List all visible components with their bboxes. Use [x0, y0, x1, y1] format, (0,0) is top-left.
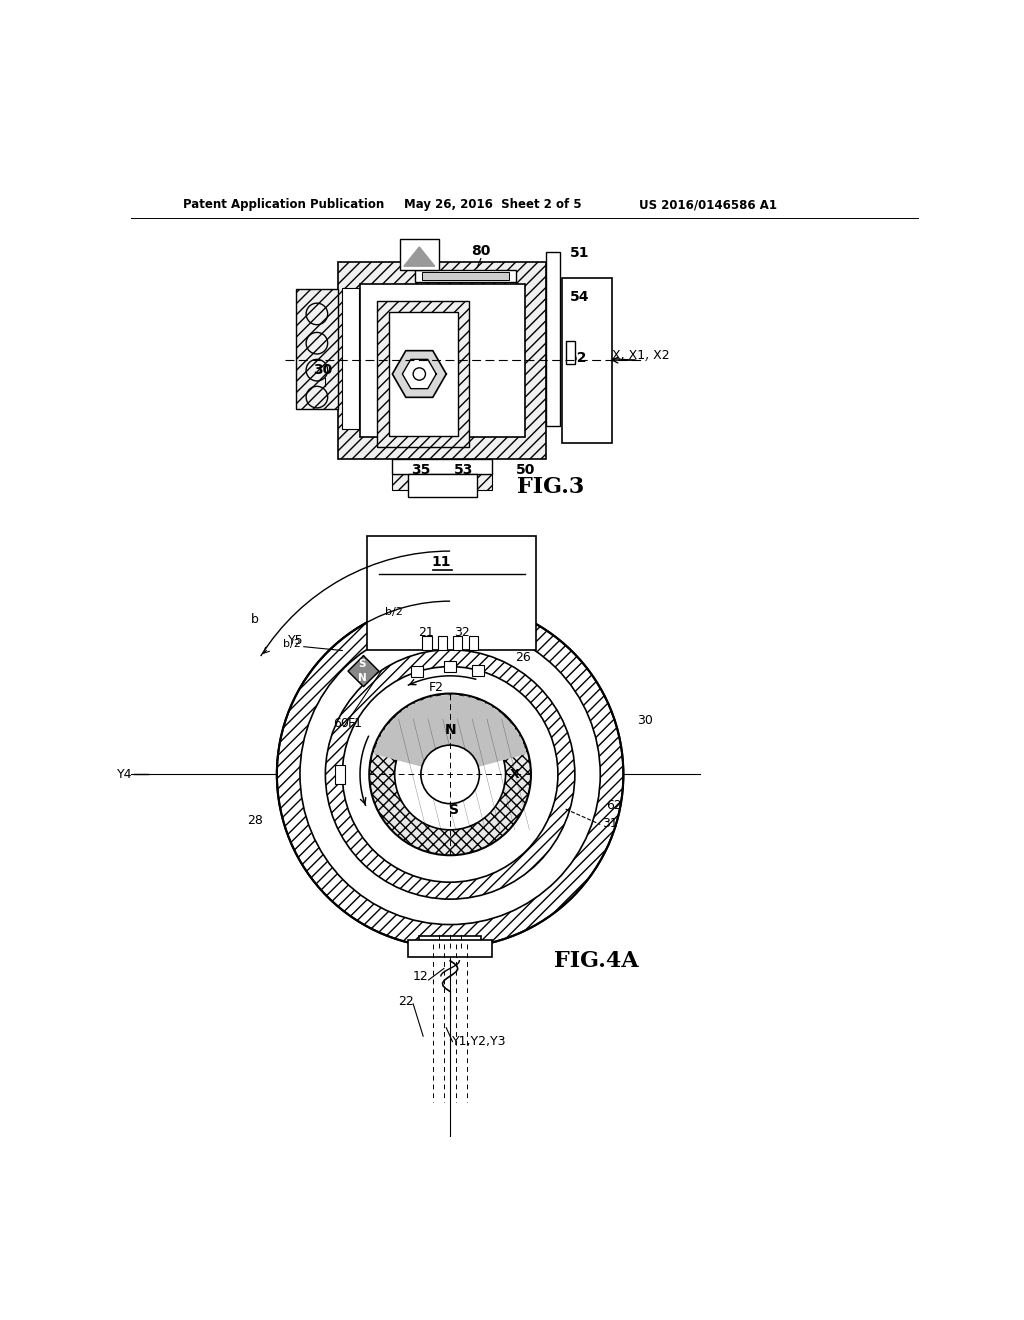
Text: Y4: Y4 [117, 768, 132, 781]
Polygon shape [403, 247, 435, 267]
Bar [296, 289, 339, 409]
Text: May 26, 2016  Sheet 2 of 5: May 26, 2016 Sheet 2 of 5 [403, 198, 582, 211]
Bar [444, 661, 457, 672]
Bar [408, 474, 477, 498]
Bar [422, 272, 509, 280]
Text: Y1,Y2,Y3: Y1,Y2,Y3 [453, 1035, 507, 1048]
Text: S: S [358, 659, 366, 669]
Bar [472, 665, 484, 676]
Bar [400, 239, 438, 271]
Text: X: X [509, 768, 519, 781]
Bar [422, 636, 432, 649]
Bar [469, 636, 478, 649]
Text: 51: 51 [569, 246, 589, 260]
Bar [360, 284, 524, 437]
Bar [547, 252, 560, 426]
Circle shape [413, 368, 425, 380]
Text: 53: 53 [454, 463, 473, 477]
Text: 21: 21 [418, 626, 433, 639]
Text: 52: 52 [568, 351, 588, 366]
Text: b/2: b/2 [385, 607, 402, 616]
Bar [408, 940, 493, 957]
Text: N: N [444, 723, 456, 738]
Text: S: S [449, 804, 459, 817]
Text: F1: F1 [348, 717, 364, 730]
Circle shape [394, 719, 506, 830]
Text: 30: 30 [313, 363, 333, 378]
Circle shape [342, 667, 558, 882]
Text: FIG.4A: FIG.4A [554, 950, 639, 972]
Text: 32: 32 [454, 626, 470, 639]
Bar [411, 667, 423, 677]
Text: F2: F2 [429, 681, 443, 694]
Text: 22: 22 [397, 995, 414, 1008]
Wedge shape [374, 696, 526, 775]
Bar [342, 288, 359, 429]
Text: FIG.3: FIG.3 [517, 477, 585, 499]
Text: b: b [251, 614, 259, 627]
Polygon shape [392, 351, 446, 397]
Text: N: N [357, 673, 367, 684]
Bar [388, 313, 458, 436]
Text: 30: 30 [637, 714, 653, 727]
Bar [454, 636, 463, 649]
Text: Y5: Y5 [289, 635, 304, 647]
Text: 62: 62 [606, 799, 623, 812]
Text: 11: 11 [431, 556, 451, 569]
Circle shape [300, 624, 600, 924]
Polygon shape [348, 656, 379, 686]
Text: Patent Application Publication: Patent Application Publication [183, 198, 384, 211]
Circle shape [370, 693, 531, 855]
Circle shape [276, 601, 624, 948]
Text: 31: 31 [602, 817, 618, 830]
Text: 12: 12 [413, 970, 429, 983]
Text: US 2016/0146586 A1: US 2016/0146586 A1 [639, 198, 777, 211]
Bar [438, 636, 447, 649]
Bar [377, 301, 469, 447]
Bar [392, 474, 493, 490]
Bar [339, 263, 547, 459]
Text: 50: 50 [515, 463, 535, 477]
Bar [367, 536, 537, 649]
Text: 60: 60 [333, 717, 349, 730]
Text: X, X1, X2: X, X1, X2 [611, 348, 670, 362]
Text: 28: 28 [247, 814, 263, 828]
Bar [419, 936, 481, 944]
Text: 80: 80 [471, 244, 490, 257]
Bar [562, 277, 611, 444]
Text: 26: 26 [515, 651, 531, 664]
Text: 54: 54 [569, 290, 589, 304]
Bar [416, 271, 515, 282]
Bar [335, 766, 345, 784]
Text: 35: 35 [412, 463, 431, 477]
Circle shape [326, 649, 574, 899]
Circle shape [421, 744, 479, 804]
Bar [392, 459, 493, 474]
Text: b/2: b/2 [284, 639, 301, 649]
Bar [565, 341, 574, 364]
Polygon shape [402, 359, 436, 388]
Text: 20: 20 [414, 244, 433, 257]
